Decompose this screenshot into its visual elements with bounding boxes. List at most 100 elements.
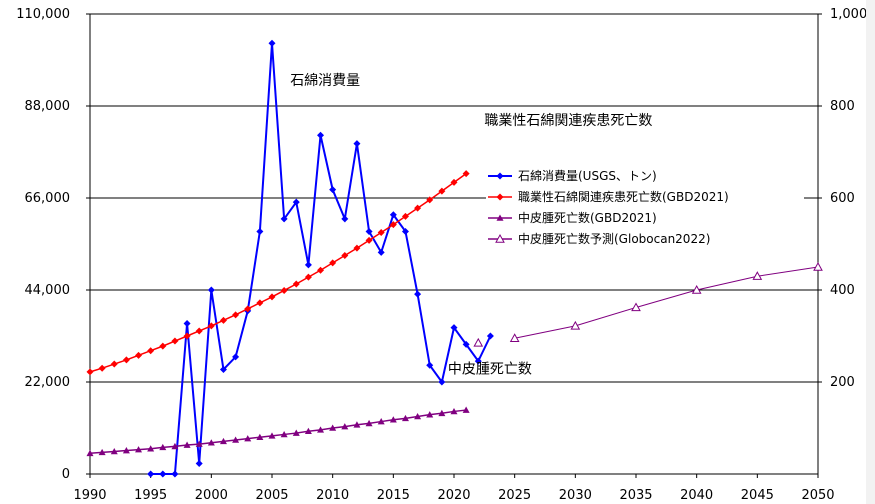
axes: 0 22,000 44,000 66,000 88,000 110,000 200 400 60… <box>16 7 867 503</box>
x-tick-label: 2050 <box>801 488 834 503</box>
legend-bg <box>486 166 804 186</box>
legend-label: 中皮腫死亡数予測(Globocan2022) <box>518 231 710 246</box>
legend-bg <box>486 187 804 207</box>
data-point <box>195 327 203 335</box>
side-panel-edge <box>866 0 875 504</box>
x-tick-label: 2005 <box>255 488 288 503</box>
y-left-tick-label: 88,000 <box>25 99 71 114</box>
data-point <box>171 442 179 450</box>
data-point <box>292 198 300 206</box>
x-tick-label: 2015 <box>377 488 410 503</box>
y-right-tick-label: 400 <box>830 283 855 298</box>
data-point <box>86 368 94 376</box>
data-point <box>171 470 179 478</box>
data-point <box>401 227 409 235</box>
data-point <box>256 299 264 307</box>
data-point <box>401 212 409 220</box>
series-line <box>150 43 492 475</box>
data-point <box>159 342 167 350</box>
data-point <box>341 252 349 259</box>
data-point <box>462 340 470 348</box>
data-point <box>207 322 215 330</box>
series-line <box>89 409 467 455</box>
data-point <box>292 429 300 436</box>
data-point <box>474 357 482 365</box>
data-point <box>122 447 130 454</box>
data-point <box>473 337 484 347</box>
y-left-tick-label: 0 <box>62 467 70 482</box>
legend-bg <box>486 208 804 228</box>
series-3 <box>473 261 823 347</box>
data-point <box>207 439 215 446</box>
data-point <box>304 261 312 269</box>
data-point <box>329 424 337 431</box>
legend-label: 石綿消費量(USGS、トン) <box>518 168 657 183</box>
data-point <box>414 204 422 212</box>
data-point <box>207 286 215 294</box>
data-point <box>486 332 494 340</box>
data-point <box>317 131 325 139</box>
data-point <box>365 227 373 235</box>
data-point <box>268 432 276 439</box>
data-point <box>268 293 276 301</box>
data-point <box>183 332 191 340</box>
data-point <box>341 215 349 223</box>
data-point <box>280 215 288 223</box>
data-point <box>110 360 118 368</box>
x-tick-label: 1995 <box>134 488 167 503</box>
x-tick-label: 2010 <box>316 488 349 503</box>
data-point <box>317 266 325 274</box>
data-point <box>462 170 470 178</box>
data-point <box>462 406 470 413</box>
data-point <box>86 449 94 457</box>
data-point <box>329 186 337 194</box>
data-point <box>570 320 581 330</box>
x-tick-label: 2020 <box>437 488 470 503</box>
data-point <box>219 437 227 445</box>
data-point <box>426 411 434 418</box>
x-tick-label: 2045 <box>741 488 774 503</box>
data-point <box>98 448 106 456</box>
y-left-tick-label: 110,000 <box>16 7 70 22</box>
data-point <box>426 196 434 204</box>
data-point <box>219 365 227 373</box>
x-tick-label: 2025 <box>498 488 531 503</box>
x-tick-label: 2035 <box>619 488 652 503</box>
data-point <box>377 229 385 236</box>
data-point <box>304 427 312 435</box>
data-point <box>495 233 505 243</box>
data-point <box>147 347 155 355</box>
data-point <box>219 316 227 324</box>
y-right-tick-label: 800 <box>830 99 855 114</box>
data-point <box>365 419 373 427</box>
y-left-tick-label: 66,000 <box>25 191 71 206</box>
data-point <box>122 356 130 364</box>
data-point <box>232 311 240 319</box>
legend-label: 中皮腫死亡数(GBD2021) <box>518 210 657 225</box>
data-point <box>426 361 434 369</box>
data-point <box>159 470 167 478</box>
data-point <box>377 248 385 256</box>
legend-bg <box>486 229 804 249</box>
data-point <box>147 470 155 478</box>
x-tick-label: 1990 <box>73 488 106 503</box>
data-point <box>450 324 458 332</box>
data-point <box>292 280 300 288</box>
data-point <box>244 435 252 442</box>
data-point <box>752 271 763 280</box>
x-tick-label: 2030 <box>559 488 592 503</box>
data-point <box>232 436 240 443</box>
data-point <box>401 414 409 422</box>
x-tick-label: 2000 <box>195 488 228 503</box>
data-point <box>353 244 361 252</box>
data-point <box>353 421 361 428</box>
data-point <box>496 193 504 201</box>
data-point <box>195 440 203 447</box>
series-line <box>514 266 819 339</box>
series-layer <box>86 39 823 478</box>
data-point <box>509 333 520 342</box>
data-point <box>317 426 325 433</box>
annotation-1: 職業性石綿関連疾患死亡数 <box>484 113 652 129</box>
